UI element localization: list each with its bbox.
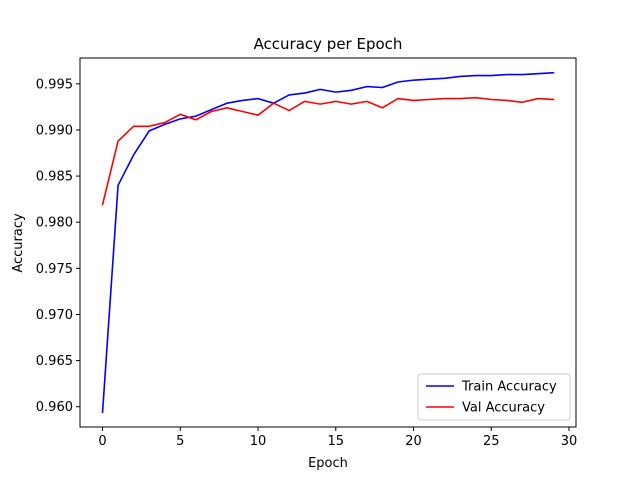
y-tick-label: 0.970 (36, 308, 73, 323)
legend-box (417, 373, 571, 421)
y-tick-label: 0.990 (36, 123, 73, 138)
x-axis-title: Epoch (308, 456, 348, 471)
series-line-train-accuracy (101, 71, 555, 414)
x-tick-label: 0 (98, 434, 106, 449)
x-tick-label: 15 (328, 434, 345, 449)
chart-legend: Train Accuracy Val Accuracy (417, 373, 571, 421)
x-tick-label: 30 (561, 434, 578, 449)
y-tick-label: 0.965 (36, 354, 73, 369)
x-tick-label: 25 (483, 434, 500, 449)
chart-title: Accuracy per Epoch (254, 35, 403, 53)
x-tick-label: 20 (405, 434, 422, 449)
y-axis-title: Accuracy (11, 213, 26, 273)
x-tick-label: 10 (250, 434, 267, 449)
legend-label-train-accuracy: Train Accuracy (461, 380, 557, 395)
y-tick-label: 0.980 (36, 216, 73, 231)
y-tick-label: 0.985 (36, 170, 73, 185)
axes-frame (79, 57, 577, 428)
y-tick-label: 0.975 (36, 262, 73, 277)
plot-area: 0 5 10 15 20 25 30 0.960 0.965 0.970 0.975 0.980 0.9… (36, 57, 578, 449)
legend-label-val-accuracy: Val Accuracy (462, 401, 545, 416)
y-tick-label: 0.995 (36, 77, 73, 92)
x-tick-label: 5 (176, 434, 184, 449)
y-tick-label: 0.960 (36, 400, 73, 415)
series-line-val-accuracy (101, 96, 555, 206)
